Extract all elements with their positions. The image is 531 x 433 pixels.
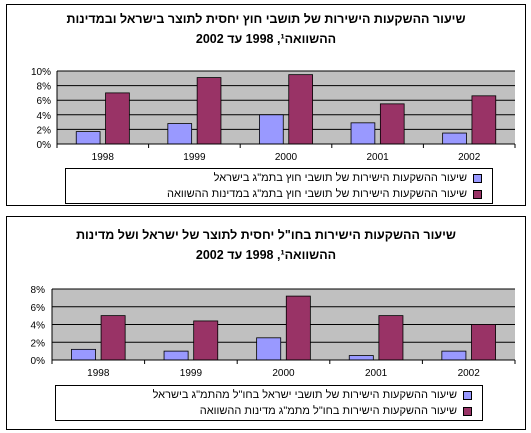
legend-item-comparison-abroad: שיעור ההשקעות הישירות בחו"ל מתמ"ג מדינות… [64, 403, 472, 419]
y-tick-label: 4% [37, 111, 52, 122]
chart-plot-top: 10% 8% 6% 4% 2% 0% 1998 1999 2000 2001 2002 [31, 67, 516, 163]
chart-legend-top: שיעור ההשקעות הישירות של תושבי חוץ בתמ"ג… [65, 168, 493, 204]
bar-series-1-2002 [441, 350, 467, 361]
bar-series-1-2001 [348, 355, 374, 361]
x-tick-label: 1998 [87, 368, 110, 379]
bar-series-2-2000 [288, 74, 313, 145]
x-tick-label: 2002 [458, 368, 481, 379]
bar-series-2-2000 [285, 295, 311, 361]
chart-title-top-line-2: ההשוואה¹, 1998 עד 2002 [195, 32, 337, 46]
legend-label-israel: שיעור ההשקעות הישירות של תושבי חוץ בתמ"ג… [213, 172, 467, 184]
chart-title-bottom-line-2: ההשוואה¹, 1998 עד 2002 [195, 248, 337, 262]
y-tick-label: 4% [31, 321, 46, 332]
bar-series-1-1999 [167, 123, 193, 145]
y-tick-label: 2% [31, 338, 46, 349]
bar-series-1-2000 [259, 114, 284, 145]
y-tick-label: 8% [31, 285, 46, 296]
chart-title-top-line-1: שיעור ההשקעות הישירות של תושבי חוץ יחסית… [66, 12, 466, 26]
chart-panel-top: שיעור ההשקעות הישירות של תושבי חוץ יחסית… [6, 4, 526, 206]
legend-swatch-israel [473, 173, 482, 183]
x-tick-label: 2001 [365, 368, 388, 379]
legend-label-comparison-abroad: שיעור ההשקעות הישירות בחו"ל מתמ"ג מדינות… [199, 405, 457, 417]
chart-legend-bottom: שיעור ההשקעות הישירות של תושבי ישראל בחו… [55, 385, 483, 421]
y-tick-label: 10% [31, 67, 51, 78]
bar-series-1-1999 [163, 350, 189, 361]
y-tick-label: 2% [37, 125, 52, 136]
x-tick-label: 1998 [92, 152, 115, 163]
bar-series-2-1999 [193, 320, 219, 361]
bar-series-1-1998 [71, 348, 96, 361]
chart-panel-bottom: שיעור ההשקעות הישירות בחו"ל יחסית לתוצר … [6, 216, 526, 430]
bar-series-2-2001 [378, 315, 404, 361]
legend-label-israel-abroad: שיעור ההשקעות הישירות של תושבי ישראל בחו… [152, 389, 457, 401]
bar-series-2-2001 [379, 103, 405, 145]
chart-title-bottom: שיעור ההשקעות הישירות בחו"ל יחסית לתוצר … [7, 225, 525, 265]
legend-swatch-comparison [473, 189, 482, 199]
legend-swatch-israel-abroad [463, 390, 472, 400]
chart-plot-bottom: 8% 6% 4% 2% 0% 1998 1999 2000 2001 2002 [31, 285, 516, 379]
y-tick-label: 8% [37, 82, 52, 93]
legend-swatch-comparison-abroad [463, 406, 472, 416]
y-tick-label: 0% [37, 140, 52, 151]
plot-area [57, 71, 515, 144]
bar-series-1-2000 [256, 337, 282, 361]
chart-title-bottom-line-1: שיעור ההשקעות הישירות בחו"ל יחסית לתוצר … [76, 228, 456, 242]
bar-series-2-1998 [100, 315, 126, 361]
x-tick-label: 2000 [272, 368, 295, 379]
bar-series-1-2002 [442, 132, 467, 145]
bar-series-2-1998 [105, 92, 130, 145]
chart-title-top: שיעור ההשקעות הישירות של תושבי חוץ יחסית… [7, 9, 525, 49]
y-tick-label: 0% [31, 356, 46, 367]
x-tick-label: 2000 [275, 152, 298, 163]
legend-item-israel: שיעור ההשקעות הישירות של תושבי חוץ בתמ"ג… [74, 170, 482, 186]
bar-series-2-2002 [471, 95, 497, 145]
legend-item-comparison: שיעור ההשקעות הישירות של תושבי חוץ בתמ"ג… [74, 186, 482, 202]
legend-label-comparison: שיעור ההשקעות הישירות של תושבי חוץ בתמ"ג… [167, 188, 467, 200]
legend-item-israel-abroad: שיעור ההשקעות הישירות של תושבי ישראל בחו… [64, 387, 472, 403]
bar-series-1-2001 [350, 122, 376, 145]
y-tick-label: 6% [37, 96, 52, 107]
x-tick-label: 2001 [366, 152, 389, 163]
bar-series-1-1998 [75, 131, 101, 145]
bar-series-2-2002 [471, 324, 496, 361]
x-tick-label: 1999 [180, 368, 203, 379]
x-tick-label: 1999 [183, 152, 206, 163]
x-tick-label: 2002 [458, 152, 481, 163]
y-tick-label: 6% [31, 303, 46, 314]
bar-series-2-1999 [196, 77, 222, 145]
